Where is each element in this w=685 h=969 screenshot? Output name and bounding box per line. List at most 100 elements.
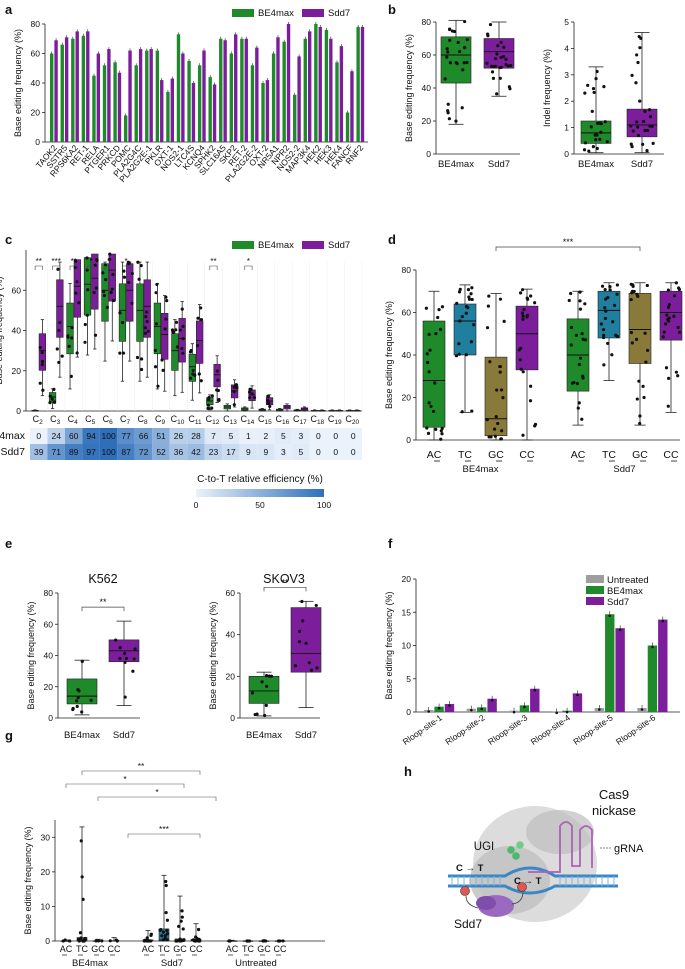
c-C12-sdd7-point xyxy=(217,398,221,402)
c-heatmap-value: 100 xyxy=(102,447,116,457)
c-ytick-label: 0 xyxy=(16,406,21,416)
h-cas9-label: Cas9 xyxy=(599,787,629,802)
c-legend-be4max: BE4max xyxy=(258,240,294,251)
d-BE4max-AC-point xyxy=(434,332,438,336)
c-heatmap-cell xyxy=(169,444,188,460)
c-C7-sdd7-point xyxy=(130,301,134,305)
d-BE4max-GC-point xyxy=(500,429,504,433)
b-right-be4max-point xyxy=(587,149,591,153)
e-right-sdd7-point xyxy=(300,599,304,604)
c-heatmap-value: 87 xyxy=(121,447,131,457)
a-bar-sdd7 xyxy=(212,84,217,142)
panel-letter-g: g xyxy=(5,728,13,743)
a-bar-sdd7 xyxy=(202,50,206,142)
c-colorbar-tick: 100 xyxy=(317,500,331,510)
c-C6-be4max-point xyxy=(101,289,106,293)
b-right-sdd7-point xyxy=(650,124,654,128)
a-ylabel: Base editing frequency (%) xyxy=(13,29,23,137)
f-point xyxy=(470,708,473,712)
b-right-be4max-point xyxy=(603,120,607,124)
b-left-be4max-point xyxy=(452,29,457,34)
a-bar-sdd7 xyxy=(244,38,248,142)
d-Sdd7-GC-point xyxy=(646,348,650,352)
c-heatmap-value: 24 xyxy=(51,431,61,441)
b-left-sdd7-point xyxy=(489,64,494,68)
c-C14-sdd7-point xyxy=(252,395,257,400)
f-category-label: Rloop-site-2 xyxy=(443,712,486,747)
c-significance-bracket xyxy=(52,265,61,270)
d-Sdd7-GC-point xyxy=(643,331,647,335)
c-C10-sdd7-box xyxy=(178,318,186,363)
g-Sdd7-TC-point xyxy=(165,928,169,933)
g-ytick-label: 10 xyxy=(41,901,51,911)
c-position-label: C6 xyxy=(103,414,114,426)
a-bar-be4max xyxy=(155,50,160,142)
c-position-subscript: 12 xyxy=(212,419,220,426)
f-point xyxy=(565,710,569,714)
c-heatmap-cell xyxy=(309,444,328,460)
c-heatmap-value: 3 xyxy=(281,447,286,457)
b-right-sdd7-point xyxy=(643,109,647,113)
d-BE4max-CC-point xyxy=(518,358,522,362)
c-C11-sdd7-point xyxy=(199,306,203,310)
a-bar-sdd7 xyxy=(329,38,333,142)
f-category-label: Rloop-site-3 xyxy=(486,712,529,747)
d-Sdd7-CC-point xyxy=(662,330,666,334)
c-heatmap-cell xyxy=(30,428,48,444)
c-C3-be4max-point xyxy=(48,394,52,398)
c-heatmap-value: 60 xyxy=(69,431,79,441)
c-C6-be4max-point xyxy=(104,278,108,282)
d-Sdd7-AC-point xyxy=(578,290,582,294)
c-heatmap-value: 94 xyxy=(86,431,96,441)
f-category-label: Rloop-site-1 xyxy=(401,712,444,747)
c-position-label: C18 xyxy=(310,414,324,426)
e-right-sdd7-point xyxy=(301,619,305,623)
b-right-sdd7-point xyxy=(647,108,652,112)
c-C4-sdd7-point xyxy=(74,259,78,263)
h-grna xyxy=(528,821,593,873)
b-right-sdd7-point xyxy=(629,142,633,146)
d-Sdd7-TC-point xyxy=(604,309,608,313)
d-Sdd7-AC-point xyxy=(574,333,579,337)
h-ugi-label: UGI xyxy=(474,841,494,853)
a-bar-sdd7 xyxy=(286,24,291,142)
c-heatmap-value: 2 xyxy=(264,431,269,441)
d-Sdd7-TC-point xyxy=(601,328,606,332)
d-Sdd7-GC-point xyxy=(631,283,635,287)
d-BE4max-TC-box xyxy=(453,303,477,356)
d-context-label: CC xyxy=(663,449,679,461)
c-C7-be4max-point xyxy=(118,351,122,355)
g-significance-bracket xyxy=(127,833,201,838)
e-left-sdd7-point xyxy=(132,657,136,661)
d-Sdd7-TC-point xyxy=(602,363,606,367)
c-C9-be4max-point xyxy=(154,322,159,326)
c-C2-sdd7-point xyxy=(40,363,44,367)
d-Sdd7-CC-point xyxy=(667,316,671,320)
a-bar-be4max xyxy=(282,41,286,143)
g-Sdd7-TC-point xyxy=(161,930,166,934)
c-C14-sdd7-point xyxy=(250,392,254,396)
c-C9-sdd7-point xyxy=(164,295,168,299)
d-BE4max-AC-box xyxy=(422,320,446,428)
h-arrow xyxy=(511,892,524,905)
f-bar-BE4max xyxy=(605,614,615,712)
c-heatmap-value: 77 xyxy=(121,431,131,441)
c-C4-be4max-point xyxy=(70,325,74,330)
d-BE4max-GC-point xyxy=(494,415,498,419)
a-bar-be4max xyxy=(71,38,75,142)
d-Sdd7-AC-point xyxy=(581,337,585,341)
c-heatmap-value: 97 xyxy=(86,447,96,457)
a-ytick-label: 80 xyxy=(31,19,41,29)
c-heatmap-value: 71 xyxy=(51,447,61,457)
panel-letter-h: h xyxy=(404,764,412,779)
g-Sdd7-CC-point xyxy=(196,939,201,943)
e-left-xlabel: BE4max xyxy=(64,730,100,741)
d-BE4max-CC-point xyxy=(521,433,525,437)
c-heatmap-cell xyxy=(187,428,205,444)
c-heatmap-value: 51 xyxy=(156,431,166,441)
c-C4-sdd7-point xyxy=(74,291,78,295)
f-bar-Sdd7 xyxy=(487,698,497,712)
c-C4-sdd7-point xyxy=(75,280,79,284)
b-right-ytick-label: 5 xyxy=(564,17,569,27)
c-heatmap-value: 7 xyxy=(211,431,216,441)
